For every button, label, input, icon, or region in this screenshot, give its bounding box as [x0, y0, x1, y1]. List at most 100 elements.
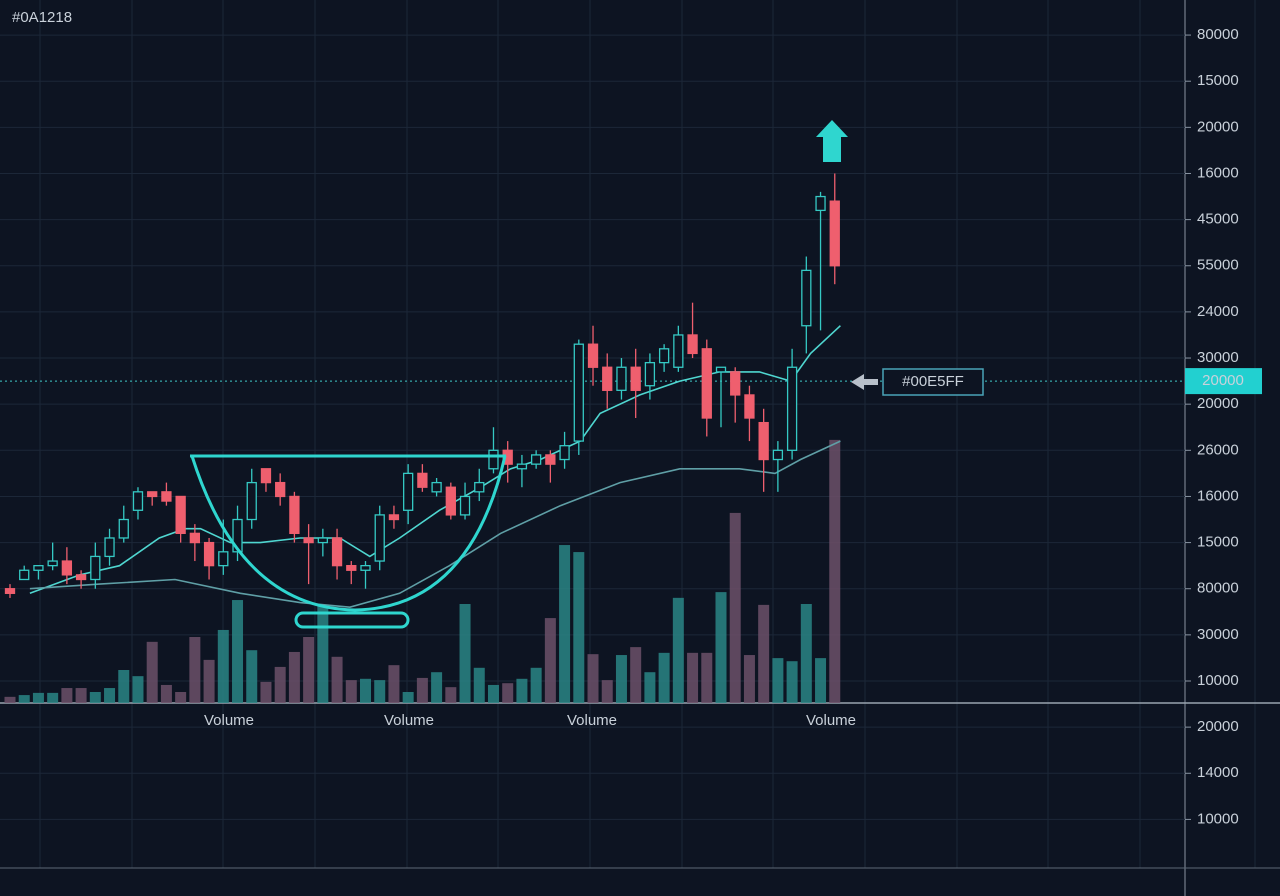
price-badge	[1185, 368, 1262, 395]
candle-body	[147, 491, 158, 498]
volume-bar	[175, 692, 187, 703]
candle-body	[175, 495, 186, 535]
volume-bar	[374, 680, 386, 703]
candle-body	[474, 481, 485, 493]
moving-average	[29, 440, 841, 609]
candle-body	[559, 445, 570, 461]
y-tick-label: 30000	[1197, 626, 1239, 643]
volume-bar	[89, 692, 101, 703]
candle-body	[445, 486, 456, 516]
volume-bar	[743, 655, 755, 703]
volume-bar	[160, 684, 172, 703]
volume-bar	[246, 650, 258, 703]
candle-body	[303, 537, 314, 544]
candle-body	[602, 366, 613, 391]
candle-body	[829, 200, 840, 267]
y-tick-label: 10000	[1197, 810, 1239, 827]
volume-bar	[530, 667, 542, 703]
volume-bar	[559, 545, 571, 703]
candle-body	[289, 495, 300, 535]
up-arrow	[816, 120, 848, 162]
volume-label: Volume	[204, 712, 254, 729]
y-tick-label: 20000	[1197, 718, 1239, 735]
volume-bar	[388, 665, 400, 703]
candle-body	[687, 334, 698, 355]
volume-bar	[601, 680, 613, 703]
candle-body	[530, 454, 542, 465]
candle-body	[33, 565, 44, 571]
volume-bar	[331, 656, 343, 703]
volume-bar	[630, 647, 642, 703]
candle-body	[403, 472, 414, 511]
candle-body	[388, 514, 400, 521]
candle-body	[331, 537, 343, 567]
candle-body	[730, 371, 741, 396]
volume-bar	[360, 678, 371, 703]
candle-body	[431, 481, 442, 493]
volume-bar	[303, 637, 315, 703]
y-tick-label: 80000	[1197, 580, 1239, 597]
volume-bar	[658, 652, 670, 703]
candle-body	[346, 565, 357, 571]
annotation: #00E5FF	[902, 373, 964, 390]
candle-body	[815, 195, 826, 212]
candle-body	[61, 560, 73, 576]
candle-body	[374, 514, 385, 562]
volume-bar	[217, 629, 229, 703]
candle-body	[275, 481, 286, 498]
volume-bar	[487, 684, 499, 703]
volume-bar	[715, 592, 727, 703]
candle-body	[4, 588, 16, 594]
candle-body	[19, 569, 30, 581]
volume-bar	[729, 512, 741, 703]
candle-body	[161, 491, 172, 502]
volume-bar	[118, 670, 130, 703]
y-tick-label: 55000	[1197, 257, 1239, 274]
candle-body	[715, 366, 727, 373]
volume-bar	[800, 604, 812, 703]
volume-bar	[47, 692, 59, 703]
grid	[39, 0, 1256, 868]
volume-bar	[459, 604, 471, 703]
volume-bar	[75, 688, 87, 703]
candle-body	[246, 481, 257, 521]
volume-bar	[772, 658, 784, 703]
volume-bar	[18, 695, 30, 703]
candle-body	[658, 348, 670, 364]
candle-body	[801, 269, 812, 327]
volume-bar	[232, 600, 244, 703]
volume-bar	[829, 439, 841, 703]
candle-body	[630, 366, 641, 391]
candle-body	[360, 565, 371, 571]
candle-body	[90, 555, 101, 581]
candle-body	[786, 366, 798, 451]
annotation-box	[882, 368, 984, 396]
volume-bar	[687, 652, 699, 703]
y-tick-label: 16000	[1197, 487, 1239, 504]
y-tick-label: 45000	[1197, 211, 1239, 228]
volume-bar	[203, 659, 215, 703]
volume-bar	[32, 692, 44, 703]
y-tick-label: 24000	[1197, 303, 1239, 320]
candle-body	[75, 574, 87, 581]
candle-body	[232, 518, 243, 553]
volume-bar	[132, 676, 144, 703]
candle-body	[218, 551, 229, 567]
candle-body	[573, 343, 584, 442]
left-arrow	[851, 374, 878, 390]
candle-body	[587, 343, 599, 368]
volume-bar	[317, 606, 329, 703]
candle-body	[673, 334, 684, 368]
volume-bar	[61, 688, 73, 703]
volume-bar	[815, 658, 827, 703]
candle-body	[459, 495, 471, 516]
volume-bar	[701, 652, 713, 703]
volume-bar	[431, 672, 443, 703]
volume-bar	[402, 692, 414, 703]
volume-bar	[189, 637, 201, 703]
volume-bar	[587, 654, 599, 703]
candle-body	[516, 463, 528, 470]
volume-bar	[288, 651, 300, 703]
